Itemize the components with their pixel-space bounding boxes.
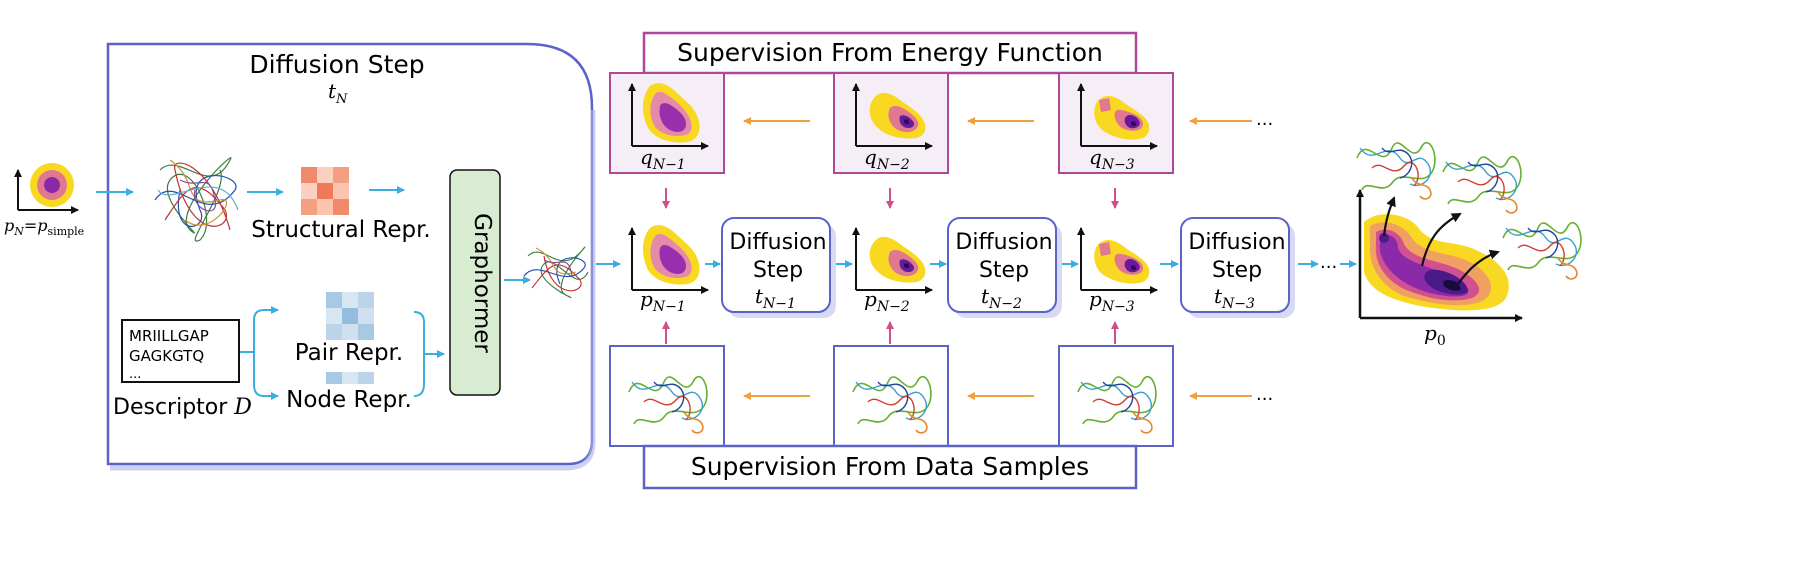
- descriptor-line-3: ...: [129, 367, 141, 382]
- svg-text:tN−2: tN−2: [981, 284, 1022, 312]
- structural-repr-grid: [301, 167, 349, 215]
- descriptor-label: Descriptor D: [113, 395, 252, 420]
- svg-text:Step: Step: [979, 258, 1029, 283]
- pair-repr-grid: [326, 292, 374, 340]
- p-plot-3: [1077, 227, 1158, 294]
- p-initial-label: pN=psimple: [4, 216, 84, 238]
- p-label-3: pN−3: [1089, 287, 1135, 315]
- sample-structure-3: [1502, 221, 1582, 280]
- diffusion-step-time: tN: [328, 79, 348, 107]
- p-label-1: pN−1: [640, 287, 686, 315]
- descriptor-line-1: MRIILLGAP: [129, 327, 209, 345]
- diffusion-step-box-1: Diffusion Step tN−1: [721, 217, 836, 318]
- pair-repr-label: Pair Repr.: [295, 340, 403, 366]
- data-panel-3: [1058, 345, 1174, 447]
- q-panel-1: [609, 72, 725, 174]
- svg-text:Diffusion: Diffusion: [729, 230, 826, 255]
- q-panel-2: [833, 72, 949, 174]
- ellipsis-middle: ...: [1320, 252, 1337, 273]
- q-panel-3: [1058, 72, 1174, 174]
- descriptor-box: [121, 319, 240, 383]
- sample-structure-1: [1356, 141, 1436, 200]
- simple-distribution-plot: [14, 163, 79, 214]
- svg-text:Step: Step: [1212, 258, 1262, 283]
- svg-text:Diffusion: Diffusion: [1188, 230, 1285, 255]
- node-repr-label: Node Repr.: [286, 387, 412, 413]
- data-panel-2: [833, 345, 949, 447]
- node-repr-strip: [326, 372, 374, 384]
- descriptor-bracket: [240, 309, 274, 397]
- p-plot-1: [628, 225, 709, 294]
- final-distribution-plot: [1356, 189, 1523, 322]
- supervision-energy-label: Supervision From Energy Function: [677, 38, 1103, 67]
- q-label-2: qN−2: [864, 145, 910, 173]
- svg-text:Step: Step: [753, 258, 803, 283]
- sample-structure-2: [1442, 155, 1522, 214]
- p-final-label: p0: [1424, 321, 1446, 349]
- q-label-1: qN−1: [640, 145, 686, 173]
- denoised-structure-icon: [523, 246, 589, 298]
- structural-repr-label: Structural Repr.: [251, 217, 431, 243]
- descriptor-line-2: GAGKGTQ: [129, 347, 204, 365]
- diffusion-step-title: Diffusion Step: [249, 50, 424, 79]
- supervision-energy-box: [642, 31, 1138, 75]
- ellipsis-top: ...: [1256, 109, 1273, 130]
- p-label-2: pN−2: [864, 287, 910, 315]
- graphormer-box: [449, 169, 501, 396]
- diffusion-step-box-3: Diffusion Step tN−3: [1180, 217, 1295, 318]
- graphormer-label: Graphormer: [469, 213, 495, 353]
- supervision-data-box: [642, 444, 1138, 490]
- data-panel-1: [609, 345, 725, 447]
- noisy-structure-icon: [154, 157, 239, 242]
- diffusion-step-box-2: Diffusion Step tN−2: [947, 217, 1062, 318]
- svg-text:Diffusion: Diffusion: [955, 230, 1052, 255]
- supervision-data-label: Supervision From Data Samples: [691, 452, 1089, 481]
- svg-text:tN−1: tN−1: [755, 284, 796, 312]
- svg-text:tN−3: tN−3: [1214, 284, 1255, 312]
- q-label-3: qN−3: [1089, 145, 1135, 173]
- ellipsis-bottom: ...: [1256, 384, 1273, 405]
- p-plot-2: [852, 227, 933, 294]
